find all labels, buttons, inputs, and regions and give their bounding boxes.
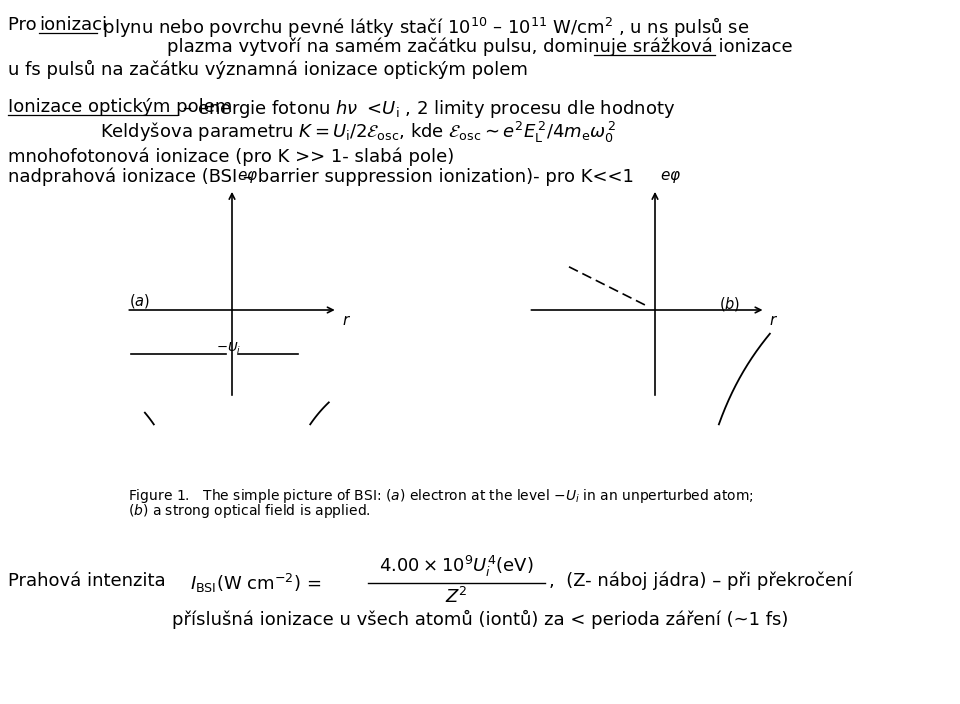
- Text: $e\varphi$: $e\varphi$: [660, 168, 682, 184]
- Text: Pro: Pro: [8, 16, 42, 34]
- Text: $(b)$ a strong optical field is applied.: $(b)$ a strong optical field is applied.: [128, 502, 371, 520]
- Text: – energie fotonu $h\nu$ $<\!U_\mathrm{i}$ , 2 limity procesu dle hodnoty: – energie fotonu $h\nu$ $<\!U_\mathrm{i}…: [177, 98, 676, 120]
- Text: Figure 1.   The simple picture of BSI: $(a)$ electron at the level $-U_i$ in an : Figure 1. The simple picture of BSI: $(a…: [128, 487, 754, 505]
- Text: Ionizace optickým polem: Ionizace optickým polem: [8, 98, 232, 116]
- Text: Prahová intenzita: Prahová intenzita: [8, 572, 166, 590]
- Text: $I_{\mathrm{BSI}}$(W cm$^{-2}$) =: $I_{\mathrm{BSI}}$(W cm$^{-2}$) =: [190, 572, 322, 595]
- Text: $-U_i$: $-U_i$: [216, 341, 242, 356]
- Text: mnohofotonová ionizace (pro K >> 1- slabá pole): mnohofotonová ionizace (pro K >> 1- slab…: [8, 148, 454, 167]
- Text: nadprahová ionizace (BSI – barrier suppression ionization)- pro K<<1: nadprahová ionizace (BSI – barrier suppr…: [8, 168, 634, 187]
- Text: $(b)$: $(b)$: [719, 294, 741, 313]
- Text: $Z^2$: $Z^2$: [445, 587, 468, 607]
- Text: u fs pulsů na začátku významná ionizace optickým polem: u fs pulsů na začátku významná ionizace …: [8, 60, 528, 79]
- Text: $r$: $r$: [769, 313, 779, 328]
- Text: plynu nebo povrchu pevné látky stačí $10^{10}$ – $10^{11}$ W/cm$^2$ , u ns pulsů: plynu nebo povrchu pevné látky stačí $10…: [97, 16, 749, 40]
- Text: $e\varphi$: $e\varphi$: [237, 168, 258, 184]
- Text: ,  (Z- náboj jádra) – při překročení: , (Z- náboj jádra) – při překročení: [549, 572, 852, 591]
- Text: $r$: $r$: [342, 313, 350, 328]
- Text: příslušná ionizace u všech atomů (iontů) za < perioda záření (~1 fs): příslušná ionizace u všech atomů (iontů)…: [172, 610, 788, 629]
- Text: ionizaci: ionizaci: [39, 16, 108, 34]
- Text: Keldyšova parametru $K = U_\mathrm{i}/2\mathcal{E}_\mathrm{osc}$, kde $\mathcal{: Keldyšova parametru $K = U_\mathrm{i}/2\…: [100, 120, 616, 145]
- Text: plazma vytvoří na samém začátku pulsu, dominuje srážková ionizace: plazma vytvoří na samém začátku pulsu, d…: [167, 38, 793, 56]
- Text: $4.00 \times 10^9 U_i^4$(eV): $4.00 \times 10^9 U_i^4$(eV): [379, 554, 534, 579]
- Text: $(a)$: $(a)$: [129, 292, 150, 310]
